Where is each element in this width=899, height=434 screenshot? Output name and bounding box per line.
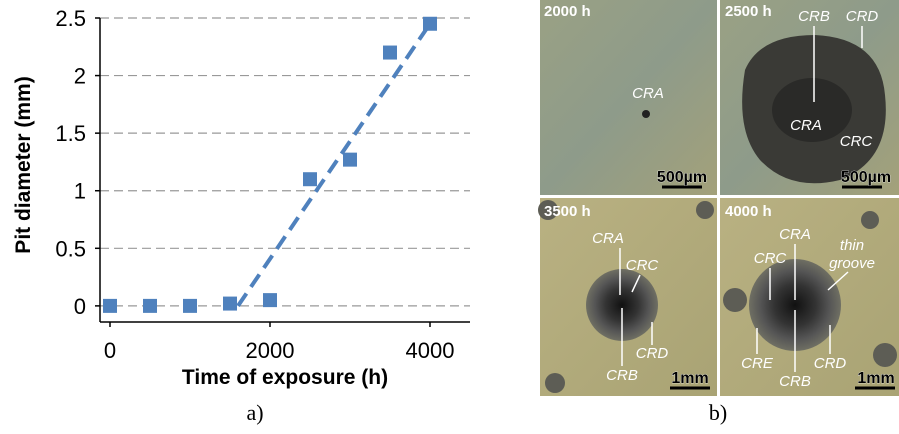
scale-label: 1mm — [671, 370, 708, 387]
trendline — [236, 22, 432, 308]
marker — [143, 298, 157, 313]
pit — [772, 78, 852, 142]
time-label: 2500 h — [725, 3, 772, 20]
region-label: CRC — [626, 257, 659, 274]
region-label: CRA — [779, 226, 811, 243]
y-tick-label: 2.5 — [55, 6, 86, 31]
pit — [861, 211, 879, 229]
marker — [223, 296, 237, 311]
region-label: CRA — [632, 85, 664, 102]
y-tick-label: 1 — [74, 179, 86, 204]
region-label: CRD — [636, 345, 669, 362]
region-label: groove — [829, 255, 875, 272]
marker — [423, 16, 437, 31]
pit — [749, 259, 841, 351]
marker — [383, 45, 397, 60]
pit — [642, 110, 650, 118]
region-label: CRB — [798, 8, 830, 25]
scale-label: 500µm — [657, 169, 707, 186]
y-tick-label: 0.5 — [55, 236, 86, 261]
time-label: 3500 h — [544, 203, 591, 220]
pit — [873, 343, 897, 367]
marker — [263, 293, 277, 308]
time-label: 2000 h — [544, 3, 591, 20]
region-label: CRB — [779, 373, 811, 390]
region-label: CRA — [790, 117, 822, 134]
pit — [586, 269, 658, 341]
region-label: thin — [840, 237, 864, 254]
y-axis-label: Pit diameter (mm) — [12, 76, 35, 253]
x-tick-label: 2000 — [246, 338, 295, 363]
marker — [103, 298, 117, 313]
x-tick-label: 4000 — [406, 338, 455, 363]
micrographs: 2000 h CRA 500µm 2500 h CRB CRD CRA CRC … — [538, 0, 899, 425]
region-label: CRA — [592, 230, 624, 247]
region-label: CRC — [754, 250, 787, 267]
scale-label: 1mm — [857, 370, 894, 387]
region-label: CRD — [846, 8, 879, 25]
panel-label: b) — [709, 400, 727, 425]
region-label: CRE — [741, 355, 774, 372]
arrow — [827, 271, 849, 291]
x-tick-label: 0 — [104, 338, 116, 363]
marker — [303, 172, 317, 187]
panel-label: a) — [246, 400, 263, 425]
pit — [538, 200, 558, 220]
y-tick-label: 2 — [74, 64, 86, 89]
x-axis-label: Time of exposure (h) — [182, 366, 388, 389]
marker — [343, 152, 357, 167]
region-label: CRB — [606, 367, 638, 384]
scale-label: 500µm — [841, 169, 891, 186]
pit — [545, 373, 565, 393]
marker — [183, 298, 197, 313]
time-label: 4000 h — [725, 203, 772, 220]
region-label: CRC — [840, 133, 873, 150]
plot: 0 0.5 1 1.5 2 2.5 0 2000 4000 — [55, 6, 470, 363]
y-tick-label: 1.5 — [55, 121, 86, 146]
y-tick-label: 0 — [74, 294, 86, 319]
micrograph — [540, 0, 717, 195]
region-label: CRD — [814, 355, 847, 372]
pit — [696, 201, 714, 219]
arrow — [631, 274, 641, 293]
pit — [723, 288, 747, 312]
